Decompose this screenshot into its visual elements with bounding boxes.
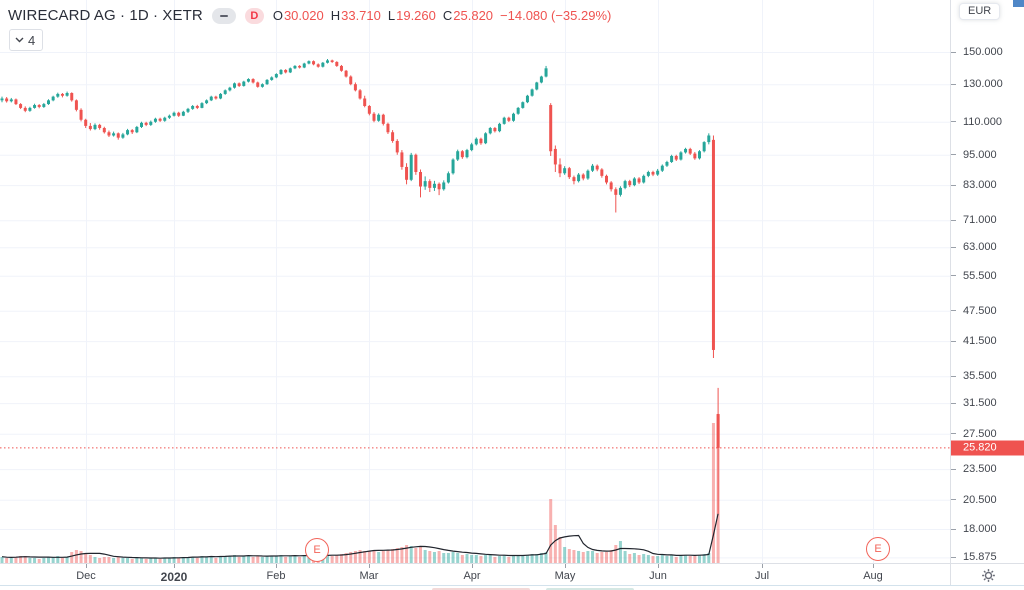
price-tick-mark <box>951 402 956 404</box>
earnings-marker[interactable]: E <box>866 537 890 561</box>
price-tick-mark <box>951 51 956 53</box>
price-tick-label: 95.000 <box>963 148 997 161</box>
price-tick-label: 63.000 <box>963 241 997 254</box>
price-tick-mark <box>951 468 956 470</box>
time-tick-mark <box>762 564 763 568</box>
price-tick-label: 55.500 <box>963 269 997 282</box>
ohlc-readout: O30.020 H33.710 L19.260 C25.820 −14.080 … <box>273 8 612 23</box>
time-tick-mark <box>174 564 175 568</box>
earnings-marker[interactable]: E <box>305 538 329 562</box>
interval-badge[interactable]: D <box>244 7 264 24</box>
open-value: 30.020 <box>283 8 324 23</box>
price-axis[interactable]: EUR 25.820 150.000 130.000 110.000 95.000 83… <box>950 0 1024 563</box>
volume-ma-line <box>1 513 719 559</box>
close-label: C <box>442 8 453 23</box>
price-tick-label: 41.500 <box>963 335 997 348</box>
price-tick-mark <box>951 154 956 156</box>
candles <box>0 59 720 514</box>
time-tick-mark <box>658 564 659 568</box>
time-tick-label[interactable]: Aug <box>863 570 883 582</box>
price-tick-label: 130.000 <box>963 78 1003 91</box>
change-value: −14.080 (−35.29%) <box>500 8 612 23</box>
bottom-strip-segment <box>546 588 634 590</box>
price-tick-mark <box>951 340 956 342</box>
time-tick-label[interactable]: Jul <box>754 570 770 582</box>
time-tick-mark <box>565 564 566 568</box>
price-tick-mark <box>951 556 956 558</box>
time-tick-label[interactable]: Jun <box>649 570 667 582</box>
time-tick-label[interactable]: Dec <box>76 570 96 582</box>
bottom-edge-strip <box>0 585 1024 590</box>
gridlines <box>0 0 950 563</box>
low-label: L <box>387 8 396 23</box>
price-tick-mark <box>951 499 956 501</box>
time-tick-mark <box>86 564 87 568</box>
price-tick-label: 83.000 <box>963 179 997 192</box>
time-tick-label[interactable]: 2020 <box>160 570 188 584</box>
chart-canvas[interactable] <box>0 0 950 563</box>
time-tick-label[interactable]: Apr <box>463 570 481 582</box>
time-tick-label[interactable]: May <box>554 570 576 582</box>
series-visibility-toggle[interactable] <box>211 7 236 24</box>
scrollbar-fragment <box>1013 0 1024 7</box>
bottom-strip-segment <box>432 588 530 590</box>
price-tick-label: 18.000 <box>963 523 997 536</box>
price-tick-mark <box>951 184 956 186</box>
close-value: 25.820 <box>453 8 494 23</box>
price-tick-mark <box>951 121 956 123</box>
price-tick-label: 47.500 <box>963 304 997 317</box>
price-tick-mark <box>951 310 956 312</box>
time-tick-label[interactable]: Feb <box>266 570 286 582</box>
price-tick-label: 35.500 <box>963 370 997 383</box>
open-label: O <box>272 8 283 23</box>
price-tick-label: 20.500 <box>963 493 997 506</box>
axis-settings-corner[interactable] <box>950 563 1024 586</box>
price-tick-label: 27.500 <box>963 427 997 440</box>
price-tick-label: 110.000 <box>963 115 1002 128</box>
time-tick-label[interactable]: Mar <box>359 570 379 582</box>
hidden-indicators-count: 4 <box>28 32 36 48</box>
high-value: 33.710 <box>341 8 381 23</box>
volume-bars <box>0 415 720 563</box>
gear-icon <box>981 568 995 582</box>
price-tick-mark <box>951 275 956 277</box>
time-axis[interactable]: Dec 2020 Feb Mar Apr May Jun Jul Aug <box>0 563 1024 586</box>
chart-legend: WIRECARD AG · 1D · XETR D O30.020 H33.71… <box>8 7 611 24</box>
chevron-down-icon <box>15 37 24 43</box>
price-tick-label: 15.875 <box>963 551 997 564</box>
price-tick-label: 23.500 <box>963 463 997 476</box>
currency-badge[interactable]: EUR <box>959 3 1001 20</box>
high-label: H <box>330 8 341 23</box>
price-tick-mark <box>951 433 956 435</box>
price-tick-mark <box>951 528 956 530</box>
price-tick-mark <box>951 375 956 377</box>
time-tick-mark <box>369 564 370 568</box>
price-tick-mark <box>951 219 956 221</box>
dash-icon <box>219 14 228 17</box>
price-tick-mark <box>951 246 956 248</box>
symbol-title[interactable]: WIRECARD AG · 1D · XETR <box>8 7 203 24</box>
price-tick-label: 150.000 <box>963 46 1003 58</box>
price-tick-mark <box>951 83 956 85</box>
indicators-collapse-button[interactable]: 4 <box>9 29 44 51</box>
price-tick-label: 71.000 <box>963 214 997 227</box>
low-value: 19.260 <box>396 8 436 23</box>
time-tick-mark <box>873 564 874 568</box>
time-tick-mark <box>472 564 473 568</box>
price-tick-label: 31.500 <box>963 397 997 410</box>
time-tick-mark <box>276 564 277 568</box>
last-price-label: 25.820 <box>951 440 1024 456</box>
